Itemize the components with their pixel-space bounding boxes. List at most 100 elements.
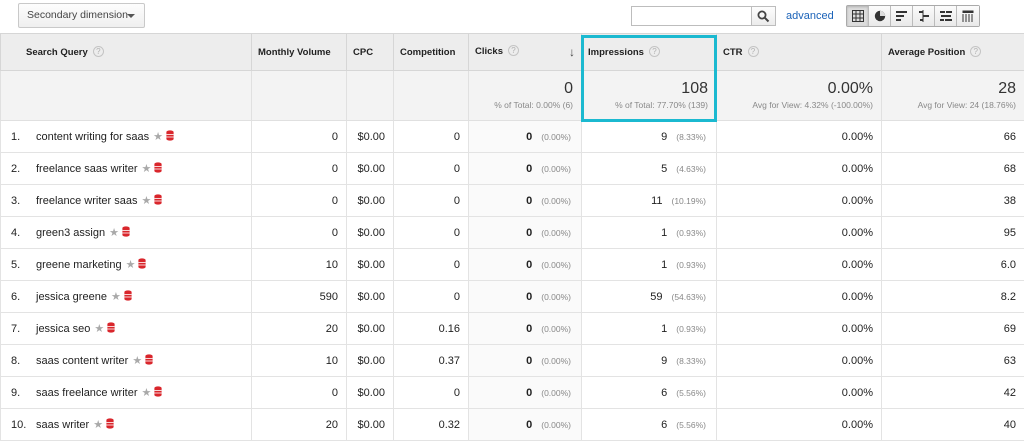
help-icon[interactable]: ? — [508, 45, 519, 56]
query-cell: 8. saas content writer ★ — [0, 344, 252, 377]
ctr-cell: 0.00% — [716, 344, 882, 377]
impressions-cell: 9 (8.33%) — [581, 120, 717, 153]
query-cell: 6. jessica greene ★ — [0, 280, 252, 313]
database-icon[interactable] — [138, 257, 147, 272]
clicks-cell: 0 (0.00%) — [468, 184, 582, 217]
comparison-view-button[interactable] — [913, 6, 935, 26]
database-icon[interactable] — [154, 161, 162, 176]
impressions-cell: 1 (0.93%) — [581, 312, 717, 345]
competition-cell: 0.32 — [393, 408, 469, 441]
star-icon[interactable]: ★ — [132, 354, 143, 367]
query-cell: 2. freelance saas writer ★ — [0, 152, 252, 185]
totals-impressions-subtext: % of Total: 77.70% (139) — [615, 100, 708, 110]
row-index: 1. — [11, 130, 21, 143]
ctr-cell: 0.00% — [716, 152, 882, 185]
database-icon[interactable] — [106, 417, 114, 432]
database-icon[interactable] — [166, 129, 174, 144]
pie-view-button[interactable] — [869, 6, 891, 26]
impressions-percent: (0.93%) — [676, 259, 706, 270]
query-cell: 7. jessica seo ★ — [0, 312, 252, 345]
help-icon[interactable]: ? — [970, 46, 982, 57]
table-search-input[interactable] — [631, 6, 752, 26]
star-icon[interactable]: ★ — [109, 226, 119, 239]
table-view-icon — [852, 10, 864, 22]
table-view-button[interactable] — [847, 6, 869, 26]
cpc-cell: $0.00 — [346, 376, 394, 409]
help-icon[interactable]: ? — [747, 46, 759, 57]
clicks-value: 0 — [526, 386, 533, 399]
database-icon[interactable] — [154, 385, 162, 400]
col-header-search-query[interactable]: Search Query? — [0, 33, 252, 71]
col-header-monthly-volume[interactable]: Monthly Volume — [251, 33, 347, 71]
secondary-dimension-label: Secondary dimension — [27, 9, 128, 21]
totals-impressions-value: 108 — [681, 80, 708, 97]
performance-view-button[interactable] — [891, 6, 913, 26]
query-link[interactable]: jessica greene — [36, 290, 107, 303]
col-header-average-position[interactable]: Average Position? — [881, 33, 1024, 71]
col-header-cpc[interactable]: CPC — [346, 33, 394, 71]
table-row: 5. greene marketing ★ 10 $0.00 0 0 (0.00%) 1 (0.9… — [0, 248, 1024, 281]
database-icon[interactable] — [154, 193, 162, 208]
totals-empty-cell — [0, 70, 252, 121]
average-position-cell: 8.2 — [881, 280, 1024, 313]
col-header-competition[interactable]: Competition — [393, 33, 469, 71]
impressions-cell: 59 (54.63%) — [581, 280, 717, 313]
secondary-dimension-dropdown[interactable]: Secondary dimension — [18, 3, 145, 28]
star-icon[interactable]: ★ — [93, 418, 104, 431]
ctr-cell: 0.00% — [716, 376, 882, 409]
table-row: 10. saas writer ★ 20 $0.00 0.32 0 (0.00%) 6 (5.56… — [0, 408, 1024, 441]
clicks-value: 0 — [526, 130, 533, 143]
query-link[interactable]: freelance writer saas — [36, 194, 138, 207]
database-icon[interactable] — [107, 321, 115, 336]
star-icon[interactable]: ★ — [141, 162, 152, 175]
star-icon[interactable]: ★ — [141, 386, 152, 399]
cpc-cell: $0.00 — [346, 312, 394, 345]
ctr-cell: 0.00% — [716, 248, 882, 281]
pivot-view-button[interactable] — [957, 6, 979, 26]
impressions-percent: (0.93%) — [676, 227, 706, 238]
star-icon[interactable]: ★ — [141, 194, 152, 207]
term-cloud-view-button[interactable] — [935, 6, 957, 26]
database-icon[interactable] — [122, 225, 130, 240]
query-link[interactable]: saas writer — [36, 418, 90, 431]
query-link[interactable]: saas content writer — [36, 354, 129, 367]
ctr-cell: 0.00% — [716, 408, 882, 441]
cpc-cell: $0.00 — [346, 344, 394, 377]
help-icon[interactable]: ? — [648, 46, 660, 57]
help-icon[interactable]: ? — [92, 46, 104, 57]
star-icon[interactable]: ★ — [125, 258, 136, 271]
clicks-value: 0 — [526, 322, 533, 335]
col-header-ctr[interactable]: CTR? — [716, 33, 882, 71]
query-link[interactable]: freelance saas writer — [36, 162, 138, 175]
query-link[interactable]: saas freelance writer — [36, 386, 138, 399]
database-icon[interactable] — [145, 353, 153, 368]
query-link[interactable]: jessica seo — [36, 322, 91, 335]
query-cell: 5. greene marketing ★ — [0, 248, 252, 281]
clicks-cell: 0 (0.00%) — [468, 120, 582, 153]
impressions-percent: (5.56%) — [676, 419, 706, 430]
row-index: 9. — [11, 386, 21, 399]
advanced-filter-link[interactable]: advanced — [786, 10, 834, 22]
impressions-percent: (4.63%) — [676, 163, 706, 174]
clicks-cell: 0 (0.00%) — [468, 280, 582, 313]
impressions-cell: 5 (4.63%) — [581, 152, 717, 185]
search-button[interactable] — [752, 6, 776, 26]
query-link[interactable]: green3 assign — [36, 226, 106, 239]
database-icon[interactable] — [124, 289, 132, 304]
term-cloud-view-icon — [940, 11, 952, 21]
clicks-percent: (0.00%) — [541, 227, 571, 238]
col-header-impressions[interactable]: Impressions? — [581, 33, 717, 71]
star-icon[interactable]: ★ — [94, 322, 105, 335]
table-row: 4. green3 assign ★ 0 $0.00 0 0 (0.00%) 1 (0.93%) 0… — [0, 216, 1024, 249]
ctr-cell: 0.00% — [716, 216, 882, 249]
competition-cell: 0 — [393, 120, 469, 153]
monthly-volume-cell: 0 — [251, 216, 347, 249]
star-icon[interactable]: ★ — [110, 290, 121, 303]
cpc-cell: $0.00 — [346, 152, 394, 185]
query-link[interactable]: content writing for saas — [36, 130, 150, 143]
star-icon[interactable]: ★ — [153, 130, 163, 143]
query-link[interactable]: greene marketing — [36, 258, 122, 271]
clicks-value: 0 — [526, 226, 533, 239]
col-header-clicks[interactable]: Clicks? ↓ — [468, 33, 582, 71]
impressions-cell: 6 (5.56%) — [581, 408, 717, 441]
